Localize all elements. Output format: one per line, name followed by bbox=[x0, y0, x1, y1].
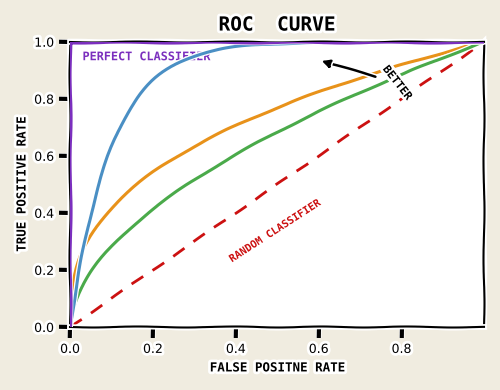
Text: RANDOM CLASSIFIER: RANDOM CLASSIFIER bbox=[228, 198, 322, 264]
Text: BETTER: BETTER bbox=[324, 60, 414, 102]
X-axis label: FALSE POSITNE RATE: FALSE POSITNE RATE bbox=[210, 362, 345, 374]
Text: PERFECT CLASSIFIER: PERFECT CLASSIFIER bbox=[82, 50, 211, 63]
Y-axis label: TRUE POSITIVE RATE: TRUE POSITIVE RATE bbox=[16, 117, 28, 252]
Title: ROC  CURVE: ROC CURVE bbox=[218, 16, 336, 35]
